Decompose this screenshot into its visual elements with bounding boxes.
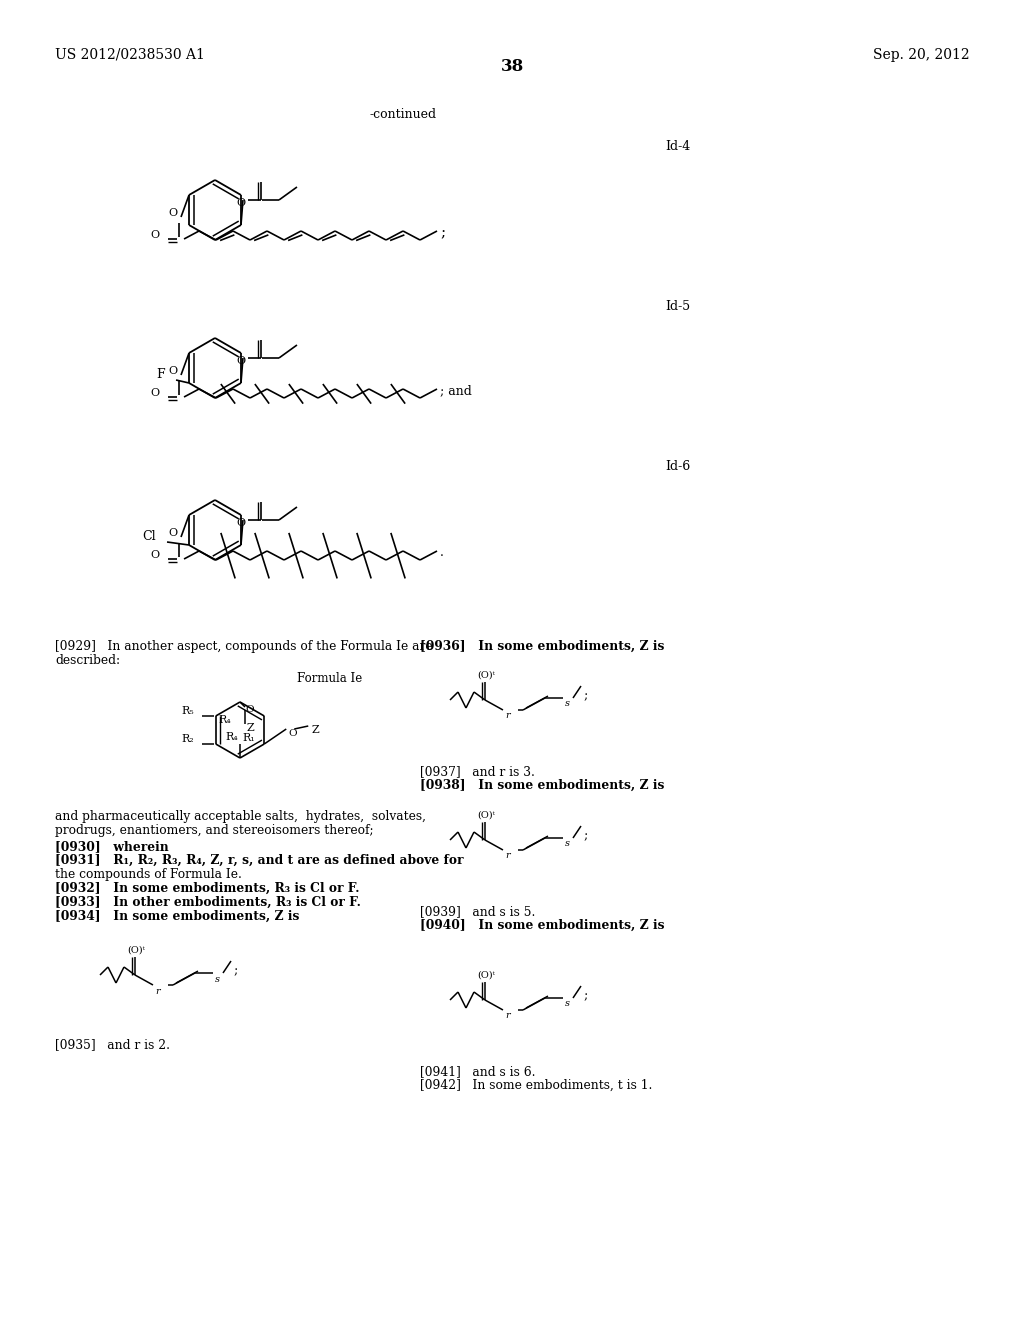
Text: O: O [237,198,246,209]
Text: ; and: ; and [440,384,472,397]
Text: r: r [505,851,510,861]
Text: ;: ; [440,226,445,240]
Text: (O)ᵗ: (O)ᵗ [477,671,495,680]
Text: [0935]   and r is 2.: [0935] and r is 2. [55,1038,170,1051]
Text: prodrugs, enantiomers, and stereoisomers thereof;: prodrugs, enantiomers, and stereoisomers… [55,824,374,837]
Text: and pharmaceutically acceptable salts,  hydrates,  solvates,: and pharmaceutically acceptable salts, h… [55,810,426,822]
Text: Id-4: Id-4 [665,140,690,153]
Text: (O)ᵗ: (O)ᵗ [127,945,144,954]
Text: O: O [151,230,160,240]
Text: O: O [237,517,246,528]
Text: [0940]   In some embodiments, Z is: [0940] In some embodiments, Z is [420,919,665,932]
Text: [0931]   R₁, R₂, R₃, R₄, Z, r, s, and t are as defined above for: [0931] R₁, R₂, R₃, R₄, Z, r, s, and t ar… [55,854,464,867]
Text: R₂: R₂ [181,734,195,744]
Text: r: r [155,986,160,995]
Text: (O)ᵗ: (O)ᵗ [477,970,495,979]
Text: Z: Z [247,723,255,733]
Text: Id-5: Id-5 [665,300,690,313]
Text: s: s [565,700,570,709]
Text: ;: ; [584,989,588,1002]
Text: O: O [169,209,177,218]
Text: s: s [215,974,220,983]
Text: O: O [151,550,160,560]
Text: described:: described: [55,653,120,667]
Text: [0934]   In some embodiments, Z is: [0934] In some embodiments, Z is [55,909,299,923]
Text: [0929]   In another aspect, compounds of the Formula Ie are: [0929] In another aspect, compounds of t… [55,640,432,653]
Text: 38: 38 [501,58,523,75]
Text: r: r [505,711,510,721]
Text: r: r [505,1011,510,1020]
Text: [0936]   In some embodiments, Z is: [0936] In some embodiments, Z is [420,640,665,653]
Text: Z: Z [311,725,318,735]
Text: O: O [288,729,297,738]
Text: [0932]   In some embodiments, R₃ is Cl or F.: [0932] In some embodiments, R₃ is Cl or … [55,882,359,895]
Text: Formula Ie: Formula Ie [297,672,362,685]
Text: the compounds of Formula Ie.: the compounds of Formula Ie. [55,869,242,880]
Text: .: . [440,546,443,558]
Text: O: O [169,528,177,539]
Text: [0941]   and s is 6.: [0941] and s is 6. [420,1065,536,1078]
Text: ;: ; [584,829,588,842]
Text: [0942]   In some embodiments, t is 1.: [0942] In some embodiments, t is 1. [420,1078,652,1092]
Text: (O)ᵗ: (O)ᵗ [477,810,495,820]
Text: O: O [151,388,160,399]
Text: F: F [157,368,165,381]
Text: R₁: R₁ [242,733,255,743]
Text: US 2012/0238530 A1: US 2012/0238530 A1 [55,48,205,62]
Text: O: O [237,356,246,366]
Text: ;: ; [584,689,588,702]
Text: Cl: Cl [142,529,156,543]
Text: [0930]   wherein: [0930] wherein [55,840,169,853]
Text: -continued: -continued [370,108,437,121]
Text: Sep. 20, 2012: Sep. 20, 2012 [873,48,970,62]
Text: R₅: R₅ [181,706,195,715]
Text: O: O [169,366,177,376]
Text: O: O [245,705,254,714]
Text: ;: ; [234,964,239,977]
Text: [0933]   In other embodiments, R₃ is Cl or F.: [0933] In other embodiments, R₃ is Cl or… [55,896,360,909]
Text: s: s [565,999,570,1008]
Text: R₄: R₄ [225,733,239,742]
Text: [0939]   and s is 5.: [0939] and s is 5. [420,906,536,917]
Text: [0937]   and r is 3.: [0937] and r is 3. [420,766,535,777]
Text: Id-6: Id-6 [665,459,690,473]
Text: R₄: R₄ [219,715,231,725]
Text: s: s [565,840,570,849]
Text: [0938]   In some embodiments, Z is: [0938] In some embodiments, Z is [420,779,665,792]
